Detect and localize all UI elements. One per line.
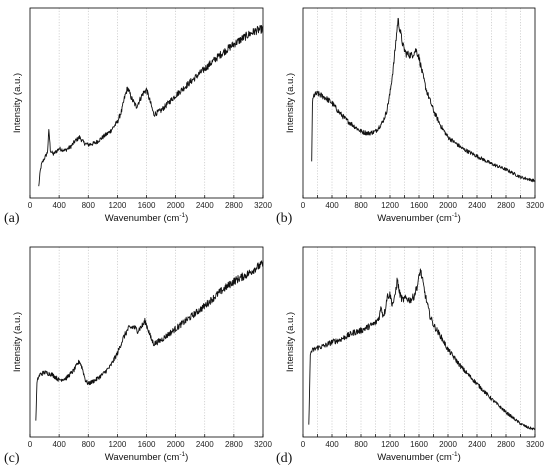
plot-frame xyxy=(302,246,536,438)
y-axis-title: Intensity (a.u.) xyxy=(285,73,296,133)
x-tick-label: 2000 xyxy=(167,201,185,210)
x-tick-label: 2400 xyxy=(196,440,214,449)
x-tick-label: 1600 xyxy=(138,201,156,210)
x-axis-title-main: Wavenumber (cm xyxy=(377,452,452,463)
x-tick-label: 1600 xyxy=(410,201,428,210)
x-tick-label: 0 xyxy=(301,440,306,449)
panel-label: (d) xyxy=(276,451,293,466)
x-tick-label: 2000 xyxy=(439,201,457,210)
x-tick-label: 800 xyxy=(82,440,96,449)
x-tick-label: 400 xyxy=(325,440,339,449)
y-axis-title: Intensity (a.u.) xyxy=(12,73,23,133)
x-axis-title: Wavenumber (cm-1) xyxy=(105,212,189,224)
x-tick-label: 1600 xyxy=(138,440,156,449)
x-tick-label: 400 xyxy=(325,201,339,210)
x-axis-title: Wavenumber (cm-1) xyxy=(377,451,461,463)
x-axis-title-main: Wavenumber (cm xyxy=(105,452,180,463)
x-axis-title-sup: -1 xyxy=(452,212,458,219)
x-tick-label: 0 xyxy=(301,201,306,210)
x-tick-label: 1200 xyxy=(108,440,126,449)
plot-frame xyxy=(29,7,264,199)
x-axis-title-sup: -1 xyxy=(179,451,185,458)
x-tick-label: 2800 xyxy=(497,440,515,449)
x-tick-label: 2800 xyxy=(225,201,243,210)
x-tick-label: 400 xyxy=(52,201,66,210)
x-axis-title-main: Wavenumber (cm xyxy=(105,213,180,224)
x-axis-title-sup: -1 xyxy=(179,212,185,219)
x-tick-label: 2000 xyxy=(439,440,457,449)
x-axis-title-end: ) xyxy=(458,452,461,463)
x-tick-label: 3200 xyxy=(526,440,544,449)
x-tick-label: 2400 xyxy=(468,440,486,449)
x-tick-label: 1200 xyxy=(108,201,126,210)
spectrum-line xyxy=(311,17,536,183)
x-axis-title-end: ) xyxy=(185,213,188,224)
x-tick-label: 800 xyxy=(354,201,368,210)
chart-panel-b: 0 400 800 1200 1600 2000 2400 2800 3200 Intensity… xyxy=(276,7,544,226)
x-axis-title: Wavenumber (cm-1) xyxy=(377,212,461,224)
plot-frame xyxy=(29,246,264,438)
panel-label: (b) xyxy=(276,211,293,226)
x-tick-label: 400 xyxy=(52,440,66,449)
y-axis-title: Intensity (a.u.) xyxy=(285,312,296,372)
spectrum-line xyxy=(35,260,264,421)
x-tick-label: 2400 xyxy=(196,201,214,210)
panel-label: (c) xyxy=(4,451,20,466)
chart-panel-c: 0 400 800 1200 1600 2000 2400 2800 3200 Intensity… xyxy=(4,246,272,466)
plot-frame xyxy=(302,7,536,199)
x-tick-label: 800 xyxy=(354,440,368,449)
x-tick-label: 3200 xyxy=(254,201,272,210)
x-axis-title-sup: -1 xyxy=(452,451,458,458)
x-tick-label: 2400 xyxy=(468,201,486,210)
x-tick-label: 1600 xyxy=(410,440,428,449)
x-axis-title-end: ) xyxy=(185,452,188,463)
x-tick-label: 800 xyxy=(82,201,96,210)
chart-panel-a: 0 400 800 1200 1600 2000 2400 2800 3200 Intensity… xyxy=(4,7,272,226)
x-tick-label: 3200 xyxy=(526,201,544,210)
x-tick-label: 1200 xyxy=(381,201,399,210)
spectrum-line xyxy=(308,268,536,431)
x-axis-title: Wavenumber (cm-1) xyxy=(105,451,189,463)
x-tick-label: 3200 xyxy=(254,440,272,449)
panel-label: (a) xyxy=(4,211,20,226)
x-tick-label: 0 xyxy=(28,201,33,210)
x-tick-label: 2800 xyxy=(225,440,243,449)
x-tick-label: 2000 xyxy=(167,440,185,449)
x-axis-title-end: ) xyxy=(458,213,461,224)
x-tick-label: 2800 xyxy=(497,201,515,210)
y-axis-title: Intensity (a.u.) xyxy=(12,312,23,372)
x-tick-label: 1200 xyxy=(381,440,399,449)
x-axis-title-main: Wavenumber (cm xyxy=(377,213,452,224)
x-tick-label: 0 xyxy=(28,440,33,449)
spectrum-line xyxy=(38,25,264,187)
chart-panel-d: 0 400 800 1200 1600 2000 2400 2800 3200 Intensity… xyxy=(276,246,544,466)
